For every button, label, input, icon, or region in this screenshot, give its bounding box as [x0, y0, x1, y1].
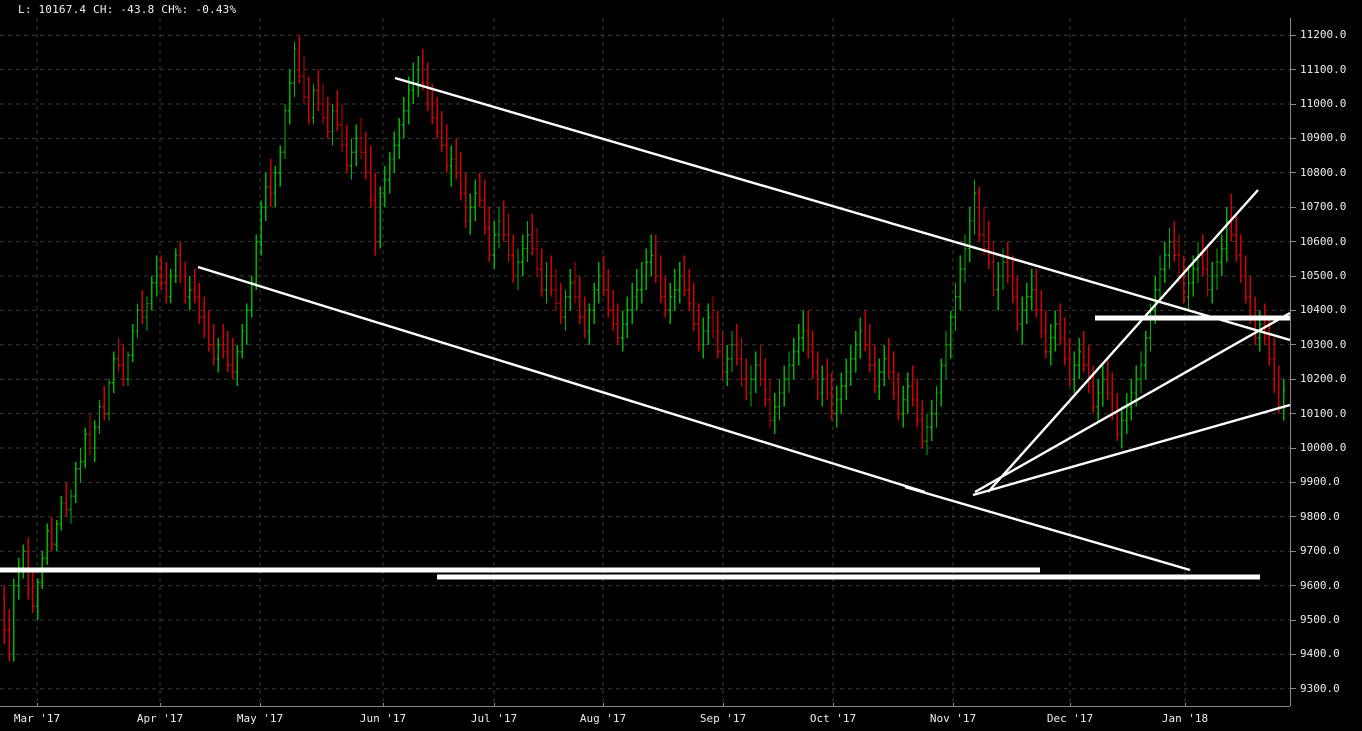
- axis-corner: [1290, 706, 1362, 730]
- price-tick-label: 9700.0: [1300, 544, 1340, 558]
- price-tick-mark: [1291, 137, 1296, 139]
- price-tick-mark: [1291, 69, 1296, 71]
- price-tick-label: 10800.0: [1300, 165, 1347, 179]
- ascending-support-long[interactable]: [972, 403, 1290, 497]
- time-tick-mark: [494, 703, 495, 707]
- price-tick-mark: [1291, 241, 1296, 243]
- price-axis-tick: 10900.0: [1291, 131, 1346, 145]
- price-tick-mark: [1291, 172, 1296, 174]
- price-tick-label: 10900.0: [1300, 131, 1347, 145]
- time-tick-mark: [37, 703, 38, 707]
- price-axis-tick: 10400.0: [1291, 303, 1346, 317]
- descending-channel-lower[interactable]: [197, 265, 926, 494]
- time-axis-tick-label: Apr '17: [136, 712, 184, 725]
- price-tick-mark: [1291, 103, 1296, 105]
- price-tick-mark: [1291, 378, 1296, 380]
- price-tick-mark: [1291, 688, 1296, 690]
- time-axis[interactable]: Mar '17 Apr '17 May '17 Jun '17 Jul '17 Aug '…: [0, 703, 1290, 731]
- price-axis-tick: 11200.0: [1291, 28, 1346, 42]
- quote-summary-text: L: 10167.4 CH: -43.8 CH%: -0.43%: [18, 2, 237, 16]
- price-tick-mark: [1291, 516, 1296, 518]
- ascending-wedge-lower[interactable]: [974, 311, 1290, 494]
- price-tick-label: 10500.0: [1300, 269, 1347, 282]
- price-axis-tick: 9900.0: [1291, 475, 1340, 489]
- price-tick-mark: [1291, 619, 1296, 621]
- price-tick-label: 10400.0: [1300, 303, 1347, 317]
- price-tick-mark: [1291, 481, 1296, 483]
- time-tick-mark: [833, 703, 834, 707]
- price-axis-tick: 10600.0: [1291, 235, 1346, 249]
- chart-canvas: [0, 18, 1290, 706]
- time-tick-mark: [953, 703, 954, 707]
- price-axis-tick: 10000.0: [1291, 441, 1346, 455]
- time-tick-mark: [603, 703, 604, 707]
- price-axis-tick: 10200.0: [1291, 372, 1346, 386]
- price-axis-tick: 10100.0: [1291, 407, 1346, 421]
- time-tick-mark: [1070, 703, 1071, 707]
- time-axis-tick-label: Sep '17: [699, 712, 747, 725]
- price-tick-label: 11100.0: [1300, 62, 1347, 76]
- time-axis-tick-label: Mar '17: [13, 712, 61, 725]
- time-tick-mark: [383, 703, 384, 707]
- ascending-wedge-upper[interactable]: [987, 189, 1259, 493]
- price-tick-mark: [1291, 34, 1296, 36]
- price-tick-label: 9600.0: [1300, 578, 1340, 592]
- price-axis-tick: 11000.0: [1291, 97, 1346, 111]
- price-tick-mark: [1291, 447, 1296, 449]
- time-tick-mark: [723, 703, 724, 707]
- price-tick-label: 10200.0: [1300, 372, 1347, 386]
- price-tick-mark: [1291, 550, 1296, 552]
- time-tick-mark: [1185, 703, 1186, 707]
- time-axis-tick-label: Jan '18: [1161, 712, 1209, 725]
- price-tick-label: 10100.0: [1300, 406, 1347, 420]
- price-tick-mark: [1291, 653, 1296, 655]
- price-tick-mark: [1291, 275, 1296, 277]
- time-tick-mark: [260, 703, 261, 707]
- chart-plot-area[interactable]: [0, 18, 1290, 706]
- grid-layer: [0, 18, 1290, 706]
- price-tick-label: 9400.0: [1300, 647, 1340, 661]
- price-axis-tick: 11100.0: [1291, 63, 1346, 77]
- price-axis-tick: 9300.0: [1291, 682, 1340, 696]
- price-tick-label: 10600.0: [1300, 234, 1347, 248]
- price-axis-tick: 10300.0: [1291, 338, 1346, 352]
- price-axis[interactable]: 11200.0 11100.0 11000.0 10900.0 10800.0 10700…: [1290, 0, 1362, 712]
- price-tick-label: 10700.0: [1300, 200, 1347, 214]
- time-axis-tick-label: Nov '17: [929, 712, 977, 725]
- time-tick-mark: [160, 703, 161, 707]
- price-axis-tick: 9800.0: [1291, 510, 1340, 524]
- price-tick-mark: [1291, 344, 1296, 346]
- time-axis-tick-label: Aug '17: [579, 712, 627, 725]
- price-tick-mark: [1291, 585, 1296, 587]
- price-tick-mark: [1291, 309, 1296, 311]
- time-axis-tick-label: May '17: [236, 712, 284, 725]
- descending-channel-lower-extension[interactable]: [904, 485, 1191, 572]
- price-axis-tick: 10500.0: [1291, 269, 1346, 283]
- price-tick-mark: [1291, 413, 1296, 415]
- drawing-tools-layer[interactable]: [0, 76, 1290, 580]
- price-tick-label: 9500.0: [1300, 613, 1340, 626]
- price-axis-tick: 9400.0: [1291, 647, 1340, 661]
- time-axis-tick-label: Oct '17: [809, 712, 857, 725]
- price-axis-tick: 10800.0: [1291, 166, 1346, 180]
- price-tick-label: 10300.0: [1300, 337, 1347, 351]
- price-tick-label: 10000.0: [1300, 441, 1347, 454]
- time-axis-tick-label: Jun '17: [359, 712, 407, 725]
- price-tick-label: 9800.0: [1300, 509, 1340, 523]
- price-tick-label: 9900.0: [1300, 475, 1340, 489]
- price-tick-mark: [1291, 206, 1296, 208]
- price-tick-label: 11000.0: [1300, 97, 1347, 110]
- quote-header-bar: L: 10167.4 CH: -43.8 CH%: -0.43%: [0, 0, 1362, 18]
- time-axis-tick-label: Dec '17: [1046, 712, 1094, 725]
- price-axis-tick: 9500.0: [1291, 613, 1340, 627]
- price-tick-label: 9300.0: [1300, 681, 1340, 695]
- price-axis-tick: 9700.0: [1291, 544, 1340, 558]
- ohlc-bars-layer: [2, 35, 1286, 662]
- price-axis-tick: 9600.0: [1291, 579, 1340, 593]
- price-axis-tick: 10700.0: [1291, 200, 1346, 214]
- price-tick-label: 11200.0: [1300, 28, 1347, 42]
- descending-channel-upper[interactable]: [394, 76, 1290, 342]
- time-axis-tick-label: Jul '17: [470, 712, 518, 725]
